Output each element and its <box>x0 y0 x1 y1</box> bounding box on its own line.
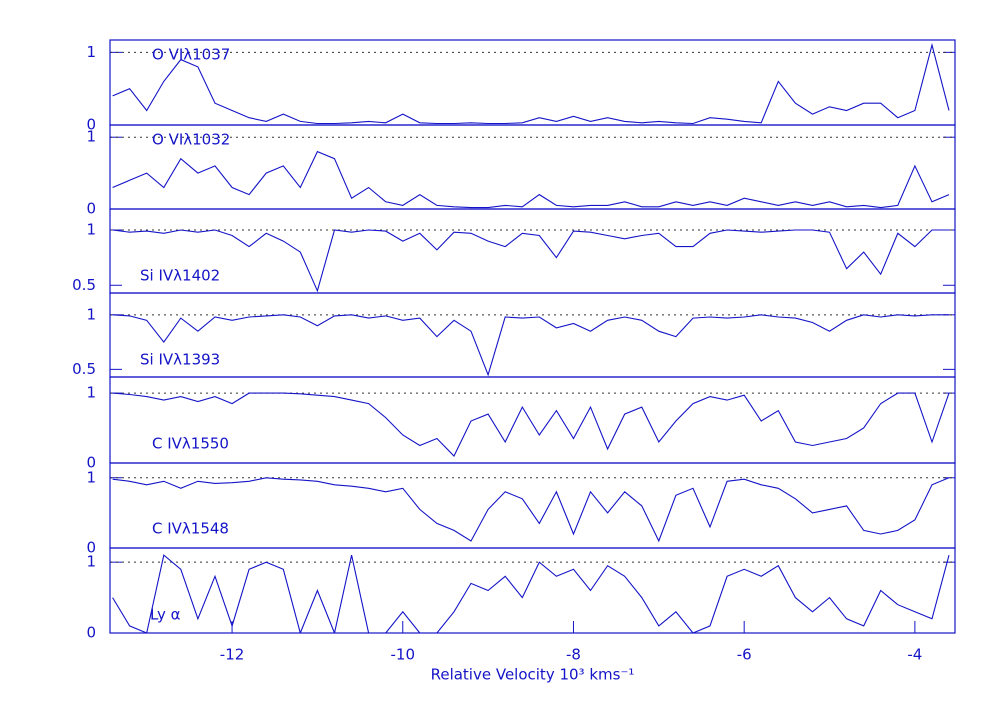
line-label: Ly α <box>150 606 181 624</box>
spectrum <box>112 314 949 377</box>
x-tick-label: -4 <box>907 646 922 664</box>
spectrum <box>112 392 950 457</box>
y-tick-label: 0 <box>86 624 96 642</box>
spectrum <box>112 42 950 125</box>
spectrum <box>112 150 950 209</box>
panel-frame <box>109 547 956 634</box>
y-tick-label: 1 <box>86 43 96 61</box>
y-tick-label: 0 <box>86 454 96 472</box>
line-label: C IVλ1550 <box>152 435 229 453</box>
panel-frame <box>109 208 956 294</box>
spectrum <box>112 229 949 293</box>
y-tick-label: 1 <box>86 384 96 402</box>
line-label: O VIλ1032 <box>152 131 230 149</box>
panel-frame <box>109 376 956 464</box>
line-label: Si IVλ1402 <box>140 267 220 285</box>
y-tick-label: 1 <box>86 553 96 571</box>
panel-frame <box>109 292 956 378</box>
y-tick-label: 1 <box>86 221 96 239</box>
x-tick-label: -8 <box>566 646 581 664</box>
x-axis-label: Relative Velocity 10³ kms⁻¹ <box>431 666 635 684</box>
y-tick-label: 1 <box>86 468 96 486</box>
line-label: O VIλ1037 <box>152 46 230 64</box>
y-tick-label: 0.5 <box>72 276 96 294</box>
panel-frame <box>109 462 956 549</box>
spectrum <box>112 554 950 633</box>
x-tick-label: -10 <box>391 646 416 664</box>
y-tick-label: 1 <box>86 305 96 323</box>
spectrum <box>112 477 950 543</box>
x-tick-label: -6 <box>737 646 752 664</box>
y-tick-label: 0.5 <box>72 360 96 378</box>
y-tick-label: 0 <box>86 539 96 557</box>
y-tick-label: 0 <box>86 116 96 134</box>
line-label: Si IVλ1393 <box>140 351 220 369</box>
y-tick-label: 0 <box>86 200 96 218</box>
y-tick-label: 1 <box>86 128 96 146</box>
x-tick-label: -12 <box>220 646 245 664</box>
line-label: C IVλ1548 <box>152 520 229 538</box>
